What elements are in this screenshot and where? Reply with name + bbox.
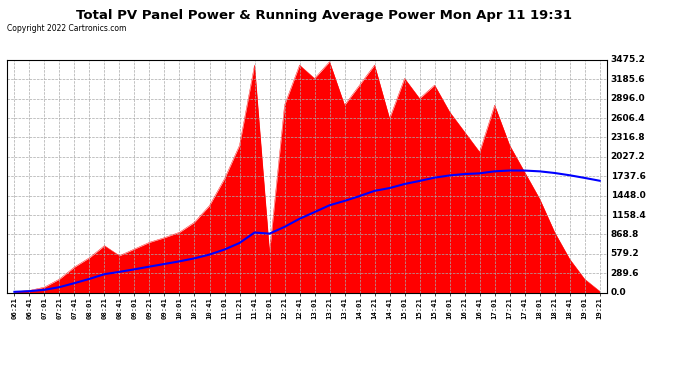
Text: 1158.4: 1158.4	[611, 210, 645, 219]
Text: 1737.6: 1737.6	[611, 172, 646, 181]
Text: 2606.4: 2606.4	[611, 114, 645, 123]
Text: Total PV Panel Power & Running Average Power Mon Apr 11 19:31: Total PV Panel Power & Running Average P…	[77, 9, 572, 22]
Text: 3185.6: 3185.6	[611, 75, 645, 84]
Text: 2316.8: 2316.8	[611, 133, 645, 142]
Text: 579.2: 579.2	[611, 249, 639, 258]
Legend: Average(DC Watts), PV Panels(DC Watts): Average(DC Watts), PV Panels(DC Watts)	[383, 0, 602, 2]
Text: 1448.0: 1448.0	[611, 191, 645, 200]
Text: 2027.2: 2027.2	[611, 152, 645, 161]
Text: 868.8: 868.8	[611, 230, 639, 239]
Text: 2896.0: 2896.0	[611, 94, 645, 103]
Text: 3475.2: 3475.2	[611, 56, 646, 64]
Text: 0.0: 0.0	[611, 288, 627, 297]
Text: 289.6: 289.6	[611, 268, 639, 278]
Text: Copyright 2022 Cartronics.com: Copyright 2022 Cartronics.com	[7, 24, 126, 33]
